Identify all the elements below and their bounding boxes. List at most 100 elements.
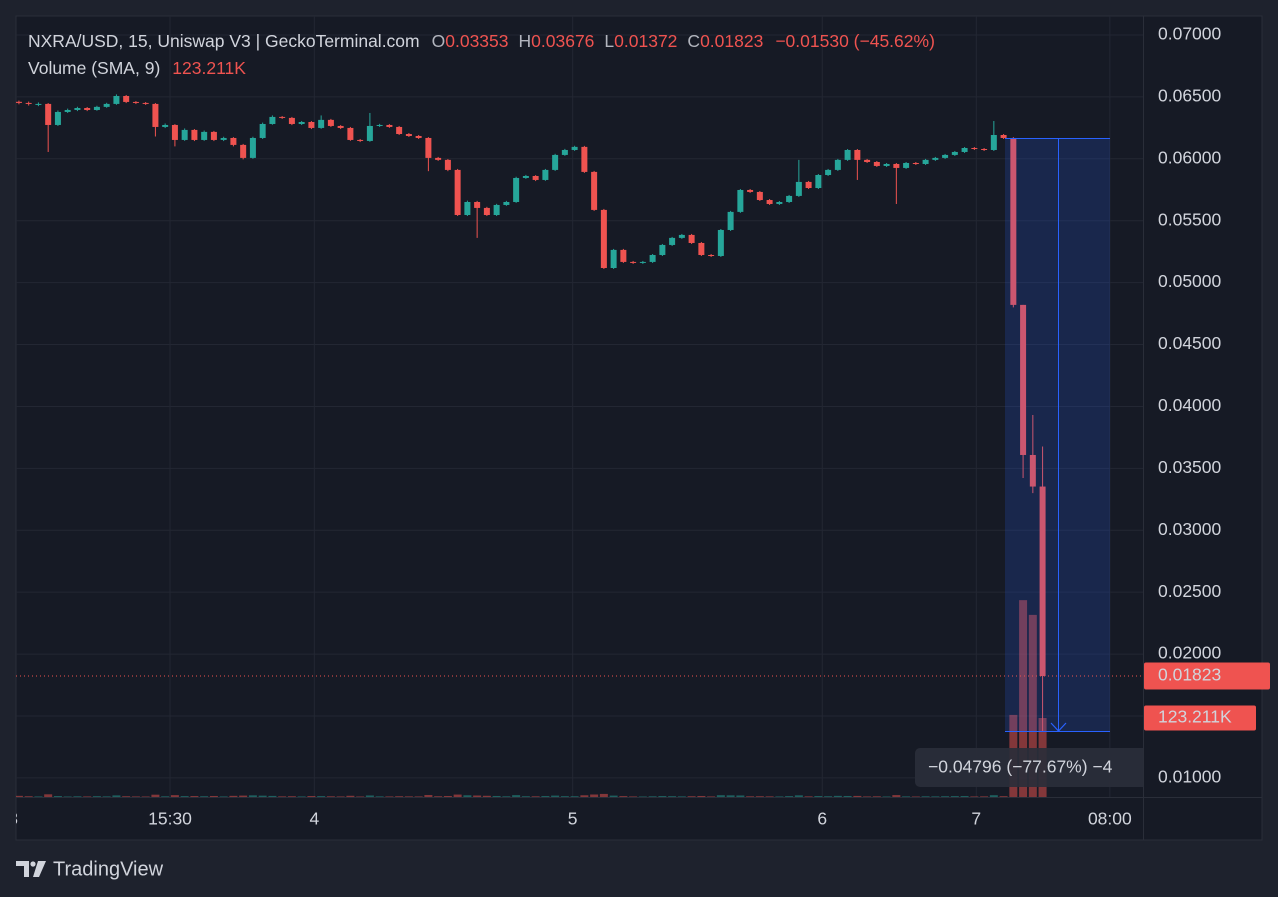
candle-body (561, 149, 568, 155)
y-tick-label: 0.06500 (1158, 85, 1222, 105)
y-tick-label: 0.02000 (1158, 643, 1222, 663)
volume-bar (307, 796, 316, 797)
last-price-box (1144, 662, 1270, 690)
candle-body (415, 135, 422, 138)
candle-body (932, 157, 939, 160)
volume-bar (463, 795, 472, 797)
candle-body (191, 129, 198, 140)
legend-o: O (432, 31, 446, 51)
candle-body (834, 159, 841, 170)
candle-body (84, 108, 91, 110)
volume-bar (287, 796, 296, 797)
volume-label-box (1144, 705, 1256, 731)
legend-open: 0.03353 (445, 31, 508, 51)
volume-bar (112, 795, 121, 797)
candle-body (376, 124, 383, 126)
candle-body (552, 154, 559, 170)
candle-body (318, 119, 325, 128)
volume-bar (16, 795, 23, 797)
candle-body (542, 169, 549, 180)
y-tick-label: 0.04500 (1158, 333, 1222, 353)
volume-bar (824, 796, 833, 797)
volume-bar (297, 796, 306, 797)
volume-bar (960, 796, 969, 797)
legend-low: 0.01372 (614, 31, 677, 51)
volume-bar (151, 794, 160, 797)
candle-body (35, 103, 42, 105)
candle-body (386, 124, 393, 127)
y-tick-label: 0.02500 (1158, 581, 1222, 601)
candle-body (981, 148, 988, 150)
legend-title: NXRA/USD, 15, Uniswap V3 | GeckoTerminal… (28, 31, 420, 51)
volume-bar (219, 796, 228, 797)
logo-mark-t (16, 861, 29, 877)
volume-bar (170, 795, 179, 797)
measure-label: −0.04796 (−77.67%) −4 (928, 757, 1113, 777)
brand-logo: TradingView (16, 858, 164, 880)
volume-bar (931, 796, 940, 797)
candle-body (630, 261, 637, 263)
candle-body (678, 234, 685, 238)
candle-body (786, 195, 793, 202)
volume-bar (970, 796, 979, 797)
volume-bar (482, 795, 491, 797)
volume-bar (44, 794, 53, 797)
volume-bar (209, 795, 218, 797)
volume-bar (414, 796, 423, 797)
volume-bar (921, 796, 930, 797)
measure-label-box (915, 748, 1143, 787)
volume-bar (716, 795, 725, 797)
candle-body (337, 125, 344, 128)
y-tick-label: 0.06000 (1158, 147, 1222, 167)
candle-layer (16, 94, 1046, 732)
volume-bar (53, 796, 62, 797)
volume-bar (336, 796, 345, 797)
candle-body (249, 137, 256, 158)
y-tick-label: 0.05000 (1158, 271, 1222, 291)
candle-body (513, 177, 520, 202)
volume-bar (24, 796, 33, 797)
candle-body (747, 189, 754, 192)
volume-bar (190, 796, 199, 797)
volume-bar (83, 796, 92, 797)
candle-body (366, 125, 373, 141)
volume-bar (473, 795, 482, 797)
volume-bar (492, 795, 501, 797)
candle-body (532, 175, 539, 180)
candle-body (942, 154, 949, 158)
candle-body (688, 234, 695, 243)
volume-legend-value: 123.211K (172, 58, 246, 78)
volume-bar (590, 794, 599, 797)
volume-bar (551, 795, 560, 797)
volume-bar (248, 795, 257, 797)
volume-legend-line: Volume (SMA, 9) 123.211K (28, 58, 246, 78)
candle-body (220, 137, 227, 140)
volume-bar (326, 796, 335, 797)
volume-bar (765, 796, 774, 797)
candle-body (893, 163, 900, 168)
last-price-label: 0.01823 (1158, 665, 1221, 685)
volume-bar (239, 795, 248, 797)
candle-body (396, 126, 403, 135)
candle-body (357, 139, 364, 141)
candle-body (873, 161, 880, 166)
candle-body (474, 201, 481, 208)
volume-bar (833, 795, 842, 797)
volume-bar (785, 796, 794, 797)
legend-high: 0.03676 (531, 31, 594, 51)
volume-bar (814, 796, 823, 797)
candle-body (571, 146, 578, 150)
candle-body (854, 149, 861, 160)
candle-body (298, 121, 305, 124)
volume-bar (424, 795, 433, 797)
candle-body (64, 109, 71, 112)
volume-bar (443, 795, 452, 797)
candle-body (591, 171, 598, 210)
volume-bar (775, 796, 784, 797)
y-tick-label: 0.03000 (1158, 519, 1222, 539)
volume-bar (668, 796, 677, 797)
volume-bar (999, 796, 1008, 797)
volume-bar (122, 796, 131, 797)
x-tick-label: 15:30 (148, 809, 192, 829)
candle-body (639, 261, 646, 263)
